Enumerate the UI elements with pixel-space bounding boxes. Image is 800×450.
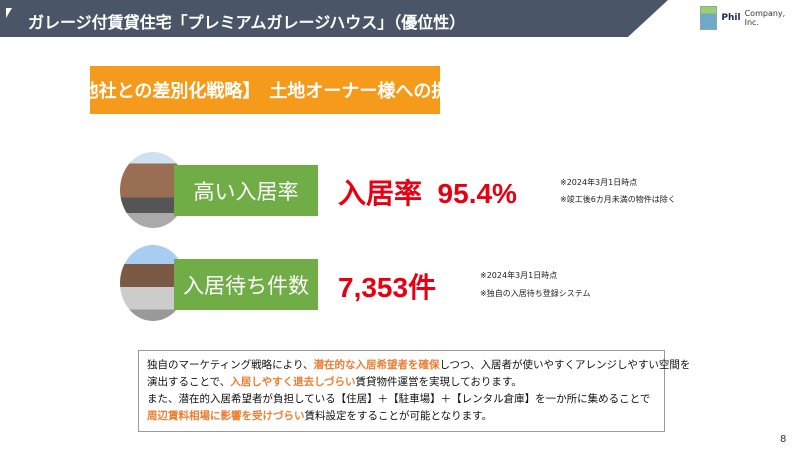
- logo-brand: Phil: [721, 13, 741, 23]
- body-text: また、潜在的入居希望者が負担している【住居】＋【駐車場】＋【レンタル倉庫】を一か…: [147, 393, 651, 405]
- highlight-text: 潜在的な入居希望者を確保: [313, 359, 440, 371]
- item-label-2: 入居待ち件数: [174, 259, 318, 310]
- body-text: 演出することで、: [147, 376, 231, 388]
- page-number: 8: [780, 434, 787, 445]
- header-bar: [0, 0, 668, 37]
- item-value-2: 7,353件: [338, 272, 437, 303]
- logo-company: Company, Inc.: [744, 9, 786, 27]
- item-label-1: 高い入居率: [174, 165, 318, 216]
- item-value-1: 入居率 95.4%: [338, 178, 517, 209]
- item-note-2b: ※独自の入居待ち登録システム: [480, 289, 591, 298]
- body-text: しつつ、入居者が使いやすくアレンジしやすい空間を: [439, 359, 691, 371]
- banner: 【同業他社との差別化戦略】 土地オーナー様への提供価値: [27, 66, 503, 114]
- item-note-1b: ※竣工後6カ月未満の物件は除く: [560, 195, 676, 204]
- highlight-text: 入居しやすく退去しづらい: [230, 376, 356, 388]
- description-box: 独自のマーケティング戦略により、潜在的な入居希望者を確保しつつ、入居者が使いやす…: [138, 350, 690, 432]
- item-note-2a: ※2024年3月1日時点: [480, 271, 558, 280]
- body-text: 賃料設定をすることが可能となります。: [304, 410, 493, 422]
- building-logo-icon: [700, 6, 718, 30]
- item-note-1a: ※2024年3月1日時点: [560, 178, 638, 187]
- description-line: 演出することで、入居しやすく退去しづらい賃貸物件運営を実現しております。: [147, 374, 656, 391]
- body-text: 賃貸物件運営を実現しております。: [355, 376, 522, 388]
- description-line: 周辺賃料相場に影響を受けづらい賃料設定をすることが可能となります。: [147, 408, 656, 425]
- body-text: 独自のマーケティング戦略により、: [147, 359, 314, 371]
- slide-title: ガレージ付賃貸住宅「プレミアムガレージハウス」（優位性）: [28, 13, 466, 32]
- highlight-text: 周辺賃料相場に影響を受けづらい: [147, 410, 305, 422]
- description-line: また、潜在的入居希望者が負担している【住居】＋【駐車場】＋【レンタル倉庫】を一か…: [147, 391, 656, 408]
- header-triangle-icon: [6, 8, 12, 18]
- description-line: 独自のマーケティング戦略により、潜在的な入居希望者を確保しつつ、入居者が使いやす…: [147, 357, 690, 374]
- company-logo: Phil Company, Inc.: [700, 6, 800, 30]
